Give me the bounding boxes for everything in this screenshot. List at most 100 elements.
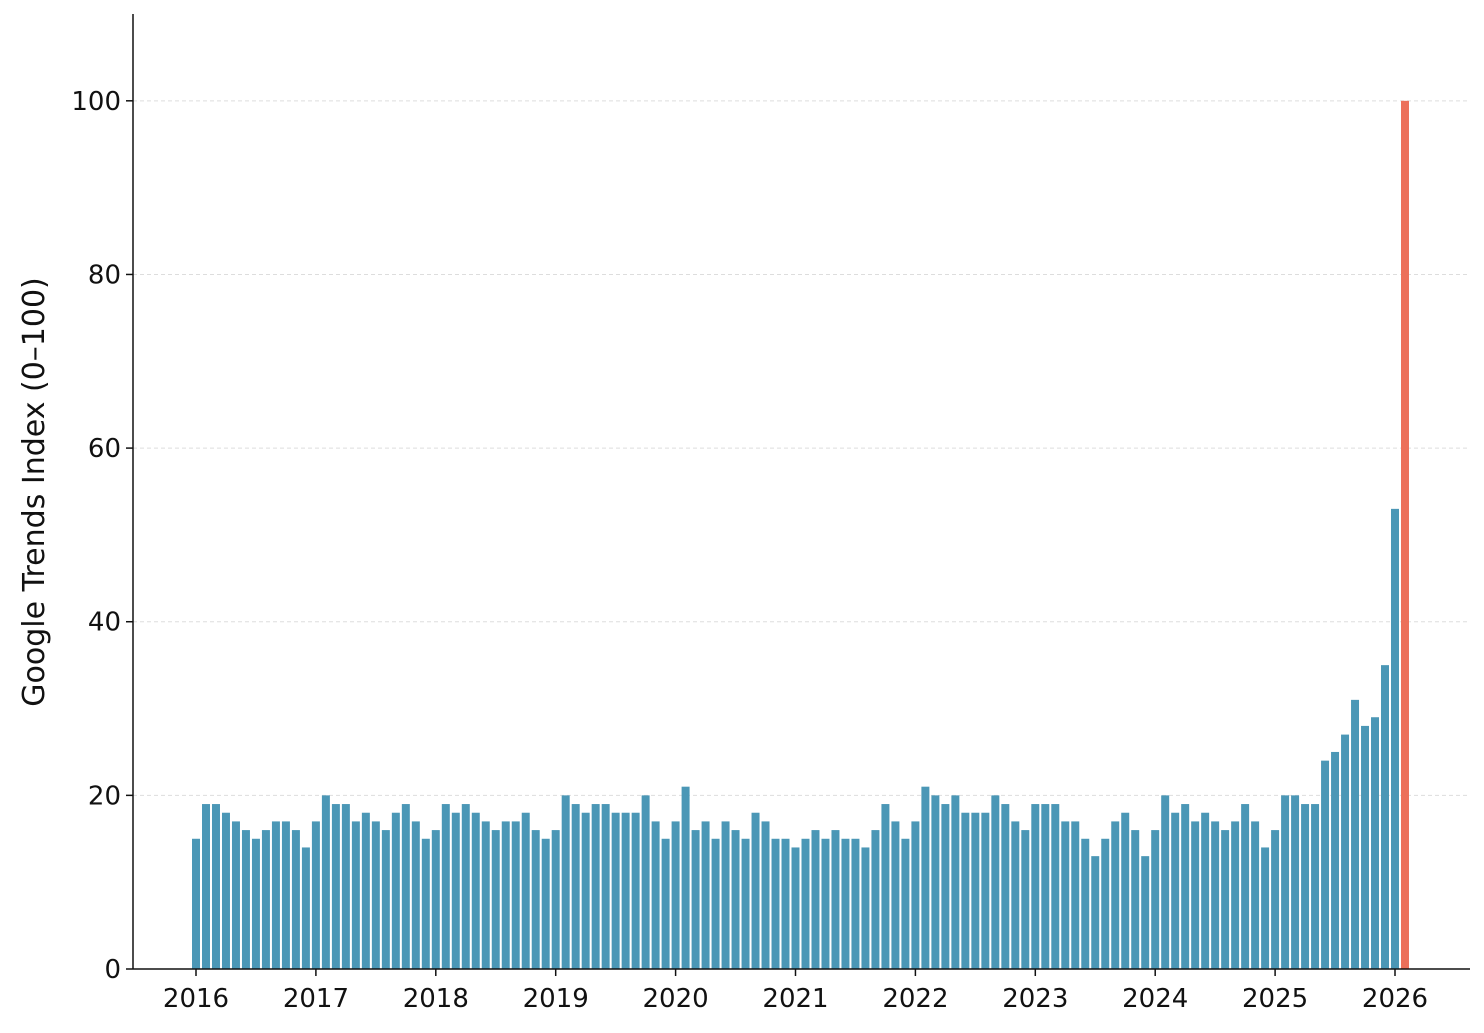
bar: [571, 804, 580, 969]
bar: [741, 838, 750, 969]
bar: [1341, 734, 1350, 969]
bar: [1291, 795, 1300, 969]
bar: [1321, 760, 1330, 969]
bar: [581, 812, 590, 969]
bar: [361, 812, 370, 969]
bar: [331, 804, 340, 969]
bar: [911, 821, 920, 969]
bar: [591, 804, 600, 969]
y-tick-label: 80: [88, 260, 121, 290]
y-tick-label: 20: [88, 781, 121, 811]
bars: [192, 100, 1409, 969]
bar: [351, 821, 360, 969]
bar: [941, 804, 950, 969]
bar: [1121, 812, 1130, 969]
bar: [501, 821, 510, 969]
bar: [421, 838, 430, 969]
bar: [381, 830, 390, 969]
y-tick-label: 0: [104, 955, 121, 985]
bar: [811, 830, 820, 969]
bar: [561, 795, 570, 969]
y-tick-label: 60: [88, 434, 121, 464]
bar: [1141, 856, 1150, 969]
bar: [321, 795, 330, 969]
x-tick-label: 2017: [283, 984, 349, 1014]
bar: [491, 830, 500, 969]
bar: [261, 830, 270, 969]
bar: [1391, 508, 1399, 969]
x-tick-label: 2018: [403, 984, 469, 1014]
bar: [1011, 821, 1020, 969]
bar: [202, 804, 210, 969]
bar-highlight: [1401, 100, 1409, 969]
x-tick-label: 2016: [163, 984, 229, 1014]
bar: [1301, 804, 1310, 969]
bar: [711, 838, 720, 969]
bar: [401, 804, 410, 969]
bar: [831, 830, 840, 969]
x-tick-label: 2024: [1122, 984, 1188, 1014]
bar: [761, 821, 770, 969]
y-tick-label: 40: [88, 608, 121, 638]
bar: [921, 786, 930, 969]
bar: [931, 795, 940, 969]
bar: [1161, 795, 1170, 969]
bar: [1031, 804, 1040, 969]
bar: [551, 830, 560, 969]
bar: [821, 838, 830, 969]
axes: [132, 14, 1470, 970]
bar: [1281, 795, 1290, 969]
bar: [1111, 821, 1120, 969]
bar: [1331, 751, 1340, 969]
bar: [901, 838, 910, 969]
bar: [1271, 830, 1280, 969]
x-tick-label: 2021: [762, 984, 828, 1014]
bar: [1051, 804, 1060, 969]
bar: [611, 812, 620, 969]
x-tick-label: 2025: [1242, 984, 1308, 1014]
bar: [721, 821, 730, 969]
bar: [841, 838, 850, 969]
gridlines: [133, 100, 1470, 796]
bar: [231, 821, 240, 969]
bar: [801, 838, 810, 969]
bar: [192, 838, 200, 969]
bar: [1371, 717, 1380, 969]
x-tick-label: 2026: [1362, 984, 1428, 1014]
bar: [431, 830, 440, 969]
bar: [1251, 821, 1260, 969]
bar: [511, 821, 520, 969]
bar: [781, 838, 790, 969]
bar: [1241, 804, 1250, 969]
bar: [1201, 812, 1210, 969]
bar: [651, 821, 660, 969]
bar: [1261, 847, 1270, 969]
x-tick-label: 2023: [1002, 984, 1068, 1014]
bar: [751, 812, 760, 969]
x-ticks: 2016 2017 2018 2019 2020 2021 2022 2023 2024 2025…: [163, 969, 1428, 1014]
bar: [1191, 821, 1200, 969]
bar: [311, 821, 320, 969]
bar: [981, 812, 990, 969]
bar: [1091, 856, 1100, 969]
bar: [241, 830, 250, 969]
bar: [281, 821, 290, 969]
bar: [1231, 821, 1240, 969]
bar: [871, 830, 880, 969]
bar: [1181, 804, 1190, 969]
bar: [681, 786, 690, 969]
bar: [791, 847, 800, 969]
bar: [211, 804, 220, 969]
bar: [991, 795, 1000, 969]
bar: [371, 821, 380, 969]
bar: [451, 812, 460, 969]
bar: [531, 830, 540, 969]
bar: [771, 838, 780, 969]
bar: [731, 830, 740, 969]
bar: [891, 821, 900, 969]
bar: [1081, 838, 1090, 969]
bar: [641, 795, 650, 969]
bar: [1381, 665, 1389, 969]
bar: [411, 821, 420, 969]
bar: [961, 812, 970, 969]
